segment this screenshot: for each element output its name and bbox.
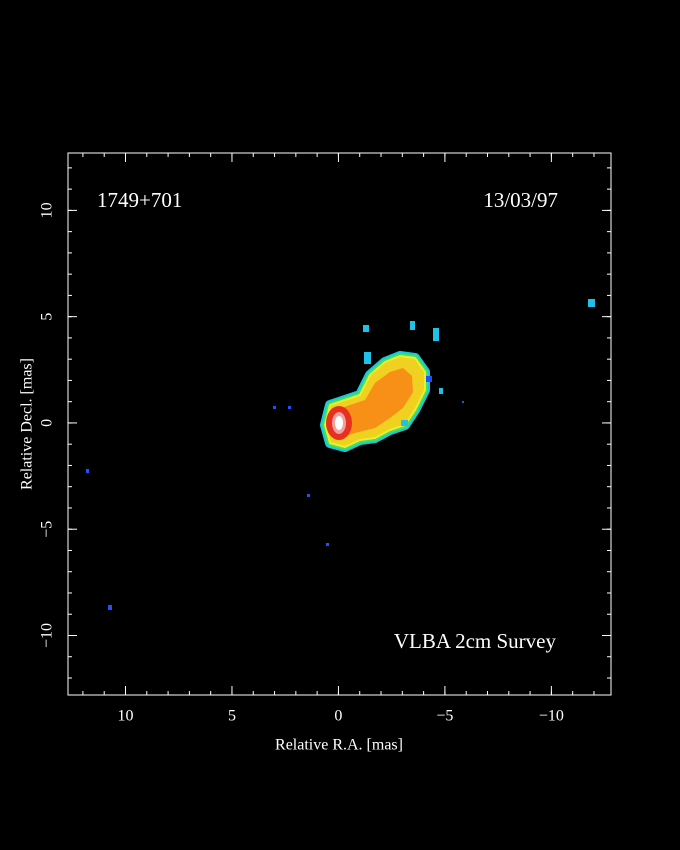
x-tick-label: 10	[117, 708, 133, 725]
y-tick-label: −10	[39, 623, 56, 648]
y-tick-label: 10	[39, 202, 56, 218]
y-tick-label: 0	[39, 419, 56, 427]
plot-frame	[67, 152, 612, 696]
x-tick-label: −5	[436, 708, 453, 725]
x-tick-label: −10	[539, 708, 564, 725]
y-axis-label: Relative Decl. [mas]	[19, 358, 36, 490]
x-tick-label: 5	[228, 708, 236, 725]
x-axis-label: Relative R.A. [mas]	[275, 737, 403, 754]
y-tick-label: −5	[39, 521, 56, 538]
date-label: 13/03/97	[483, 188, 558, 212]
source-label: 1749+701	[97, 188, 182, 212]
x-tick-label: 0	[334, 708, 342, 725]
emission-map	[86, 299, 595, 610]
annotation: VLBA 2cm Survey	[394, 629, 557, 653]
y-tick-label: 5	[39, 313, 56, 321]
